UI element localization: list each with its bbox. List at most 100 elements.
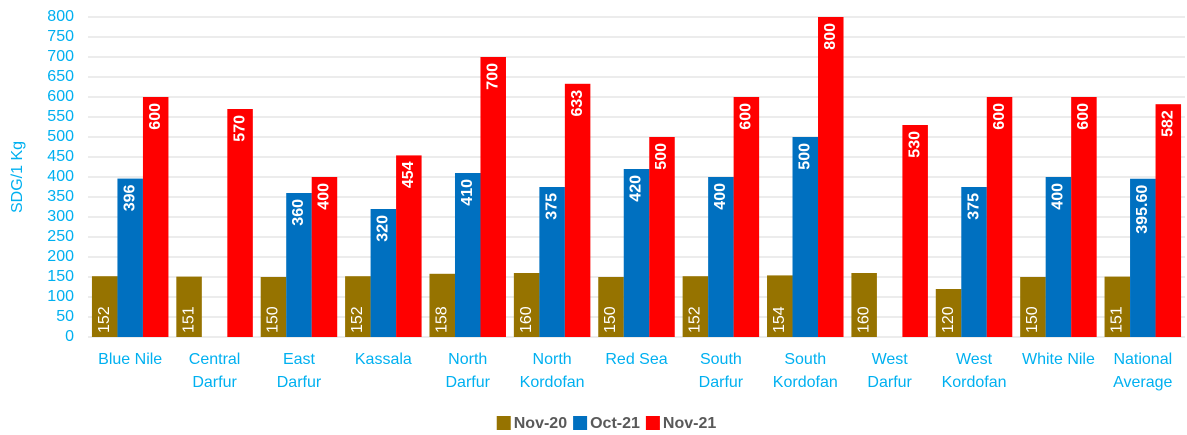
bar <box>454 173 481 337</box>
bar <box>227 109 253 337</box>
data-label: 158 <box>433 306 450 333</box>
data-label: 400 <box>712 183 729 210</box>
x-tick-label: Central Darfur <box>189 351 241 391</box>
bar <box>902 125 928 337</box>
bar <box>1020 277 1046 337</box>
data-label: 500 <box>653 143 670 170</box>
x-tick-label: Red Sea <box>605 351 667 368</box>
bar <box>935 289 962 337</box>
data-label: 152 <box>96 306 113 333</box>
x-tick-label: National Average <box>1113 351 1172 391</box>
legend-swatch <box>496 416 511 430</box>
bar <box>345 276 371 337</box>
data-label: 600 <box>147 103 164 130</box>
data-label: 420 <box>628 175 645 202</box>
bar <box>91 276 118 337</box>
x-tick-label: North Darfur <box>446 351 491 391</box>
bar <box>1155 104 1182 337</box>
data-label: 152 <box>349 306 366 333</box>
bar <box>598 277 624 337</box>
data-label: 150 <box>265 306 282 333</box>
y-tick-label: 300 <box>47 208 74 225</box>
data-label: 160 <box>855 306 872 333</box>
data-label: 530 <box>906 131 923 158</box>
x-tick-label: White Nile <box>1022 351 1095 368</box>
bar <box>623 169 650 337</box>
x-tick-label: West Darfur <box>867 351 912 391</box>
y-tick-label: 750 <box>47 28 74 45</box>
x-tick-label: Kassala <box>355 351 412 368</box>
bar <box>260 277 287 337</box>
y-tick-label: 0 <box>65 328 74 345</box>
y-tick-label: 200 <box>47 248 74 265</box>
y-tick-label: 450 <box>47 148 74 165</box>
bar <box>429 273 455 337</box>
x-tick-label: West Kordofan <box>942 351 1007 391</box>
bar <box>767 275 793 337</box>
data-label: 633 <box>569 90 586 117</box>
y-tick-label: 100 <box>47 288 74 305</box>
bar <box>1130 178 1156 337</box>
bar <box>851 273 877 337</box>
data-label: 375 <box>543 193 560 220</box>
bar <box>733 97 760 337</box>
data-label: 320 <box>375 215 392 242</box>
data-label: 700 <box>484 63 501 90</box>
legend-swatch <box>573 416 588 430</box>
data-label: 600 <box>738 103 755 130</box>
bar <box>286 193 312 337</box>
bar <box>961 187 987 337</box>
data-label: 152 <box>687 306 704 333</box>
y-tick-label: 700 <box>47 48 74 65</box>
data-label: 151 <box>1109 306 1126 333</box>
data-label: 120 <box>940 306 957 333</box>
y-tick-label: 250 <box>47 228 74 245</box>
data-label: 400 <box>1050 183 1067 210</box>
bar <box>1045 177 1072 337</box>
data-label: 600 <box>1075 103 1092 130</box>
data-label: 160 <box>518 306 535 333</box>
y-axis-label: SDG/1 Kg <box>9 141 26 213</box>
legend: Nov-20 Oct-21 Nov-21 <box>496 415 716 432</box>
y-tick-label: 650 <box>47 68 74 85</box>
x-tick-label: South Kordofan <box>773 351 838 391</box>
bar <box>1071 97 1097 337</box>
bar <box>117 178 143 337</box>
data-label: 375 <box>965 193 982 220</box>
data-label: 800 <box>822 23 839 50</box>
data-label: 600 <box>991 103 1008 130</box>
bar <box>649 137 675 337</box>
data-label: 570 <box>231 115 248 142</box>
data-label: 582 <box>1160 110 1177 137</box>
bar <box>311 177 338 337</box>
x-tick-label: South Darfur <box>699 351 744 391</box>
legend-label: Nov-21 <box>663 415 716 432</box>
legend-label: Nov-20 <box>514 415 567 432</box>
bar <box>370 209 397 337</box>
y-tick-label: 550 <box>47 108 74 125</box>
y-tick-label: 350 <box>47 188 74 205</box>
y-tick-label: 50 <box>56 308 74 325</box>
y-tick-label: 400 <box>47 168 74 185</box>
bar <box>1104 276 1131 337</box>
legend-swatch <box>645 416 660 430</box>
bar <box>142 97 169 337</box>
y-tick-label: 150 <box>47 268 74 285</box>
data-label: 396 <box>121 185 138 212</box>
data-label: 150 <box>1024 306 1041 333</box>
bar <box>396 155 422 337</box>
bar <box>818 17 844 337</box>
x-tick-label: East Darfur <box>277 351 322 391</box>
y-tick-label: 500 <box>47 128 74 145</box>
bar <box>986 97 1013 337</box>
data-label: 154 <box>771 306 788 333</box>
data-label: 410 <box>459 179 476 206</box>
data-label: 150 <box>602 306 619 333</box>
data-label: 454 <box>400 161 417 188</box>
data-label: 151 <box>180 306 197 333</box>
data-label: 400 <box>316 183 333 210</box>
bar <box>176 276 202 337</box>
legend-label: Oct-21 <box>590 415 640 432</box>
x-tick-label: North Kordofan <box>520 351 585 391</box>
